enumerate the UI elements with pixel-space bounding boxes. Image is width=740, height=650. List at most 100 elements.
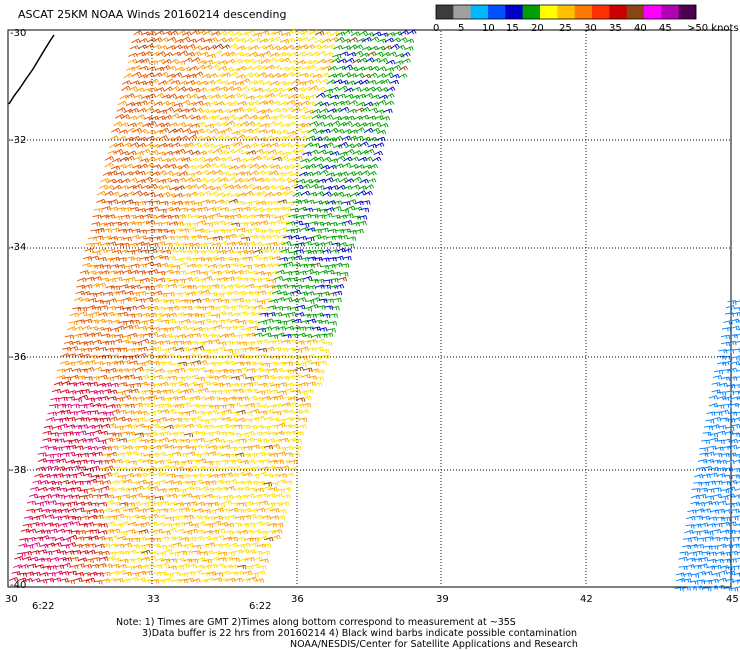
wind-barb — [720, 529, 730, 534]
wind-barb — [107, 423, 117, 428]
wind-barb — [208, 349, 218, 354]
wind-barb — [216, 220, 226, 225]
wind-barb — [730, 325, 740, 330]
wind-barb — [720, 452, 730, 458]
wind-barb — [87, 452, 97, 457]
wind-barb — [334, 283, 345, 289]
wind-barb — [304, 389, 314, 394]
wind-barb — [64, 431, 74, 436]
wind-barb — [366, 115, 377, 120]
wind-barb — [294, 431, 304, 436]
wind-barb — [302, 86, 312, 92]
wind-barb — [307, 36, 317, 42]
wind-barb — [348, 100, 358, 105]
wind-barb — [269, 389, 279, 395]
wind-barb — [351, 86, 362, 92]
wind-barb — [148, 459, 158, 465]
wind-barb — [711, 389, 721, 394]
wind-barb — [104, 529, 115, 534]
wind-barb — [727, 367, 738, 372]
wind-barb — [245, 459, 256, 465]
wind-barb — [122, 236, 132, 242]
wind-barb — [293, 374, 303, 379]
wind-barb — [737, 433, 740, 435]
wind-barb — [278, 291, 288, 296]
wind-barb — [140, 277, 150, 283]
wind-barb — [303, 52, 314, 57]
wind-barb — [368, 72, 378, 78]
wind-barb — [151, 571, 162, 576]
wind-barb — [319, 227, 330, 233]
wind-barb — [47, 565, 57, 570]
wind-barb — [273, 219, 283, 225]
wind-barb — [733, 348, 740, 353]
wind-barb — [153, 528, 163, 534]
wind-barb — [337, 214, 348, 219]
wind-barb — [309, 156, 319, 162]
wind-barb — [297, 326, 307, 331]
wind-barb — [216, 473, 226, 478]
wind-barb — [165, 235, 175, 241]
colorbar-label-45: 45 — [659, 23, 672, 34]
wind-barb — [101, 361, 111, 367]
wind-barb — [187, 320, 197, 325]
wind-barb — [704, 536, 714, 541]
wind-barb — [297, 235, 308, 241]
wind-barb — [196, 220, 207, 225]
wind-barb — [84, 467, 94, 473]
wind-barb — [278, 256, 289, 262]
wind-barb — [146, 191, 156, 197]
wind-barb — [79, 452, 89, 458]
wind-barb — [183, 558, 193, 563]
wind-barb — [376, 66, 387, 72]
wind-barb — [235, 446, 246, 451]
wind-barb — [342, 248, 353, 253]
wind-barb — [220, 200, 231, 205]
wind-barb — [153, 157, 164, 162]
wind-barb — [100, 368, 110, 374]
wind-barb — [292, 446, 302, 451]
wind-barb — [250, 127, 261, 133]
wind-barb — [59, 417, 70, 422]
wind-barb — [385, 59, 396, 65]
wind-barb — [175, 376, 185, 381]
wind-barb — [186, 200, 196, 205]
wind-barb — [243, 201, 253, 207]
colorbar-label-25: 25 — [559, 23, 572, 34]
wind-barb — [316, 92, 326, 98]
wind-barb — [101, 571, 111, 577]
wind-barb — [342, 185, 353, 190]
wind-barb — [267, 149, 278, 154]
wind-barb — [310, 178, 320, 184]
wind-barb — [266, 438, 276, 443]
wind-barb — [178, 514, 189, 520]
wind-barb — [208, 445, 218, 450]
wind-barb — [205, 178, 216, 183]
wind-barb — [180, 347, 190, 352]
wind-barb — [218, 177, 229, 183]
wind-barb — [368, 163, 379, 169]
wind-barb — [254, 396, 264, 402]
wind-barb — [84, 313, 94, 319]
wind-barb — [129, 506, 140, 512]
wind-barb — [227, 298, 237, 303]
wind-barb — [119, 185, 129, 190]
wind-barb — [340, 209, 350, 214]
wind-barb — [168, 122, 178, 127]
wind-barb — [139, 529, 149, 534]
wind-barb — [277, 107, 288, 113]
wind-barb — [205, 143, 216, 149]
wind-barb — [241, 361, 251, 366]
wind-barb — [255, 424, 265, 429]
wind-barb — [213, 390, 223, 395]
wind-barb — [298, 106, 309, 112]
wind-barb — [233, 396, 243, 402]
wind-barb — [708, 402, 719, 408]
colorbar-labels: 0 5 10 15 20 25 30 35 40 45 >50 knots — [433, 23, 739, 34]
wind-barb — [252, 375, 262, 380]
wind-barb — [184, 388, 195, 393]
wind-barb — [189, 222, 199, 228]
wind-barb — [147, 312, 157, 318]
wind-barb — [716, 430, 727, 436]
wind-barb — [316, 86, 327, 92]
